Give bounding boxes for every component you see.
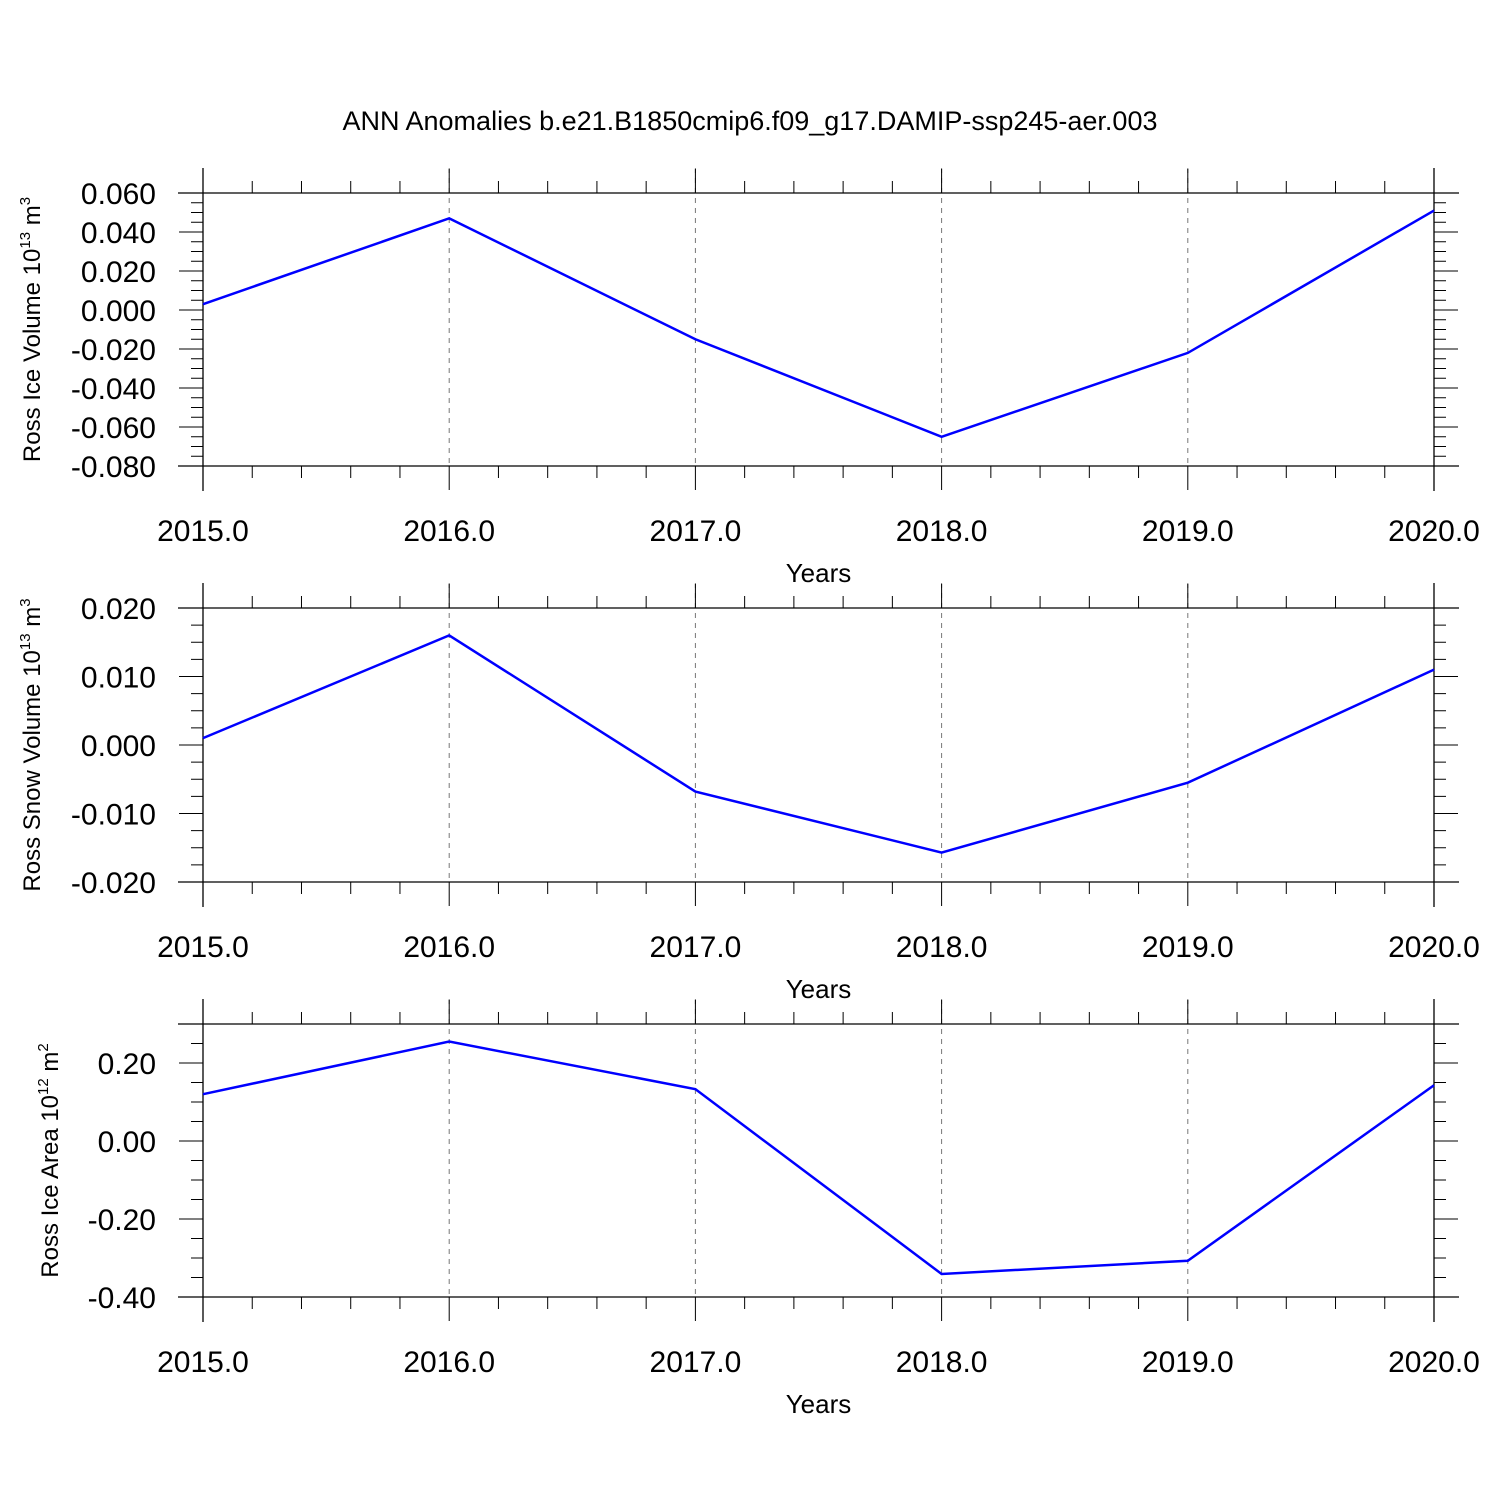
ylabel-superscript: 2 [35,1043,52,1051]
ylabel-superscript: 3 [17,197,34,205]
ylabel-superscript: 13 [17,232,34,249]
panel-2-ylabel: Ross Snow Volume 1013 m3 [17,598,46,891]
panel-1-xtick-label: 2016.0 [403,515,495,548]
chart-title: ANN Anomalies b.e21.B1850cmip6.f09_g17.D… [343,106,1158,136]
ylabel-superscript: 3 [17,598,34,606]
panel-1-ytick-label: 0.060 [81,178,156,211]
panel-3-ytick-label: -0.20 [88,1204,156,1237]
panel-1-ytick-label: 0.040 [81,217,156,250]
panel-3-xtick-label: 2015.0 [157,1346,249,1379]
ylabel-text: m [37,1052,64,1079]
panel-3-series-line [202,1040,1435,1276]
panel-2-xtick-label: 2020.0 [1388,931,1480,964]
panel-2-xlabel: Years [786,974,852,1004]
panel-3-xlabel: Years [786,1389,852,1419]
panel-1-xtick-label: 2015.0 [157,515,249,548]
panel-1-xtick-label: 2018.0 [896,515,988,548]
panel-3-xtick-label: 2020.0 [1388,1346,1480,1379]
panel-2-xtick-label: 2018.0 [896,931,988,964]
ylabel-text: Ross Snow Volume 10 [19,650,46,891]
panel-1-ytick-label: 0.000 [81,295,156,328]
panel-3-ytick-label: 0.20 [98,1048,156,1081]
panel-2-series-line [202,633,1435,854]
panel-1-ytick-label: -0.020 [71,334,156,367]
panel-1-ytick-label: -0.060 [71,412,156,445]
panel-1-ytick-label: 0.020 [81,256,156,289]
panel-3-xtick-label: 2018.0 [896,1346,988,1379]
panel-2-ytick-label: 0.010 [81,662,156,695]
panel-3-xtick-label: 2017.0 [650,1346,742,1379]
panel-3-xtick-label: 2016.0 [403,1346,495,1379]
panel-1-ylabel: Ross Ice Volume 1013 m3 [17,197,46,462]
panel-2-ytick-label: 0.020 [81,593,156,626]
panel-2-ytick-label: 0.000 [81,730,156,763]
ylabel-superscript: 12 [35,1078,52,1095]
panel-2-xtick-label: 2015.0 [157,931,249,964]
ylabel-text: Ross Ice Volume 10 [19,249,46,462]
panel-2-ytick-label: -0.010 [71,799,156,832]
panel-1-ytick-label: -0.080 [71,451,156,484]
ylabel-text: m [19,607,46,634]
ylabel-superscript: 13 [17,633,34,650]
panel-1-xtick-label: 2020.0 [1388,515,1480,548]
panel-3-ytick-label: 0.00 [98,1126,156,1159]
panel-2-xtick-label: 2016.0 [403,931,495,964]
panel-1-ytick-label: -0.040 [71,373,156,406]
ylabel-text: m [19,205,46,232]
panel-2-ytick-label: -0.020 [71,867,156,900]
panel-3-ytick-label: -0.40 [88,1282,156,1315]
panel-2-xtick-label: 2019.0 [1142,931,1234,964]
panel-1-xtick-label: 2017.0 [650,515,742,548]
panel-2-xtick-label: 2017.0 [650,931,742,964]
panel-1-series-line [202,209,1435,439]
panel-1-xtick-label: 2019.0 [1142,515,1234,548]
panel-1-xlabel: Years [786,558,852,588]
ylabel-text: Ross Ice Area 10 [37,1095,64,1278]
panel-3-ylabel: Ross Ice Area 1012 m2 [35,1043,64,1277]
panel-3-xtick-label: 2019.0 [1142,1346,1234,1379]
